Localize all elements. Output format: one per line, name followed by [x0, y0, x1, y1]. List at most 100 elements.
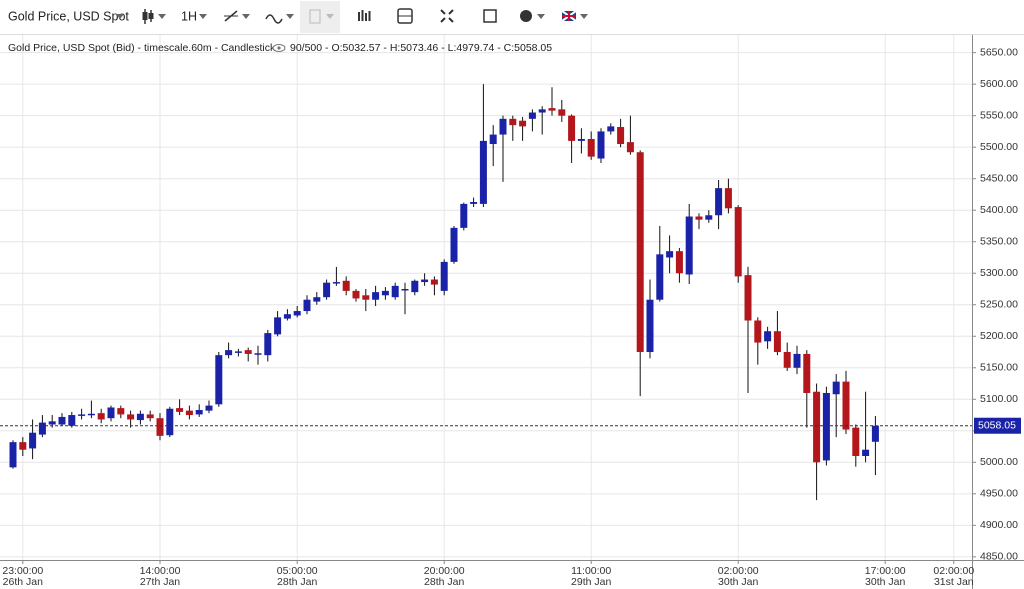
candle-body [58, 416, 66, 425]
dropdown-caret [580, 14, 588, 19]
candle-body [303, 299, 311, 312]
candle-body [617, 127, 625, 145]
candle-body [715, 188, 723, 216]
candle-body [842, 381, 850, 430]
candle-body [509, 118, 517, 126]
candle-body [470, 202, 478, 204]
last-price-label: 5058.05 [978, 420, 1016, 432]
icon-part [309, 9, 321, 24]
candle-body [773, 331, 781, 353]
candle-body [430, 279, 438, 285]
icon-part [361, 10, 364, 21]
candle-body [607, 126, 615, 132]
visibility-icon[interactable] [272, 44, 286, 52]
candle-body [127, 414, 135, 420]
candle-body [695, 216, 703, 220]
icon-part [277, 46, 281, 50]
candle-body [68, 415, 76, 426]
last-price-tag [974, 417, 1021, 434]
volume-button[interactable] [358, 10, 371, 21]
grid [0, 35, 972, 560]
candle-body [195, 410, 203, 415]
icon-part [365, 13, 367, 21]
candle-body [538, 109, 546, 113]
x-tick-label: 02:00:00 [718, 565, 759, 577]
candle-body [185, 410, 193, 416]
candle-body [136, 413, 144, 421]
y-tick-label: 5350.00 [980, 236, 1018, 248]
x-tick-date: 26th Jan [3, 576, 43, 588]
y-tick-label: 5500.00 [980, 141, 1018, 153]
candle-body [38, 422, 46, 435]
candle-body [156, 418, 164, 436]
x-tick-date: 28th Jan [277, 576, 317, 588]
zoom-fit-button[interactable] [483, 9, 497, 23]
candle-body [636, 152, 644, 353]
candle-body [9, 442, 17, 468]
interval-selector[interactable]: 1H [181, 9, 197, 23]
candle-body [764, 331, 772, 342]
candle-body [666, 251, 674, 258]
toolbar-bg [0, 0, 1024, 34]
dropdown-caret[interactable] [199, 14, 207, 19]
candle-body [283, 314, 291, 319]
candle-body [558, 109, 566, 116]
toolbar: Gold Price, USD Spot 1H [0, 0, 1024, 35]
x-tick-label: 14:00:00 [140, 565, 181, 577]
candle-body [166, 408, 174, 436]
chart-subtitle: Gold Price, USD Spot (Bid) - timescale.6… [8, 42, 276, 54]
candle-body [793, 353, 801, 368]
candle-body [176, 408, 184, 412]
icon-part [483, 9, 497, 23]
candle-body [871, 425, 879, 442]
x-tick-label: 23:00:00 [2, 565, 43, 577]
x-tick-label: 20:00:00 [424, 565, 465, 577]
candle-body [411, 280, 419, 293]
y-tick-label: 5400.00 [980, 204, 1018, 216]
draw-line-button[interactable] [224, 10, 250, 22]
candle-body [597, 131, 605, 159]
ohlc-status: 90/500 - O:5032.57 - H:5073.46 - L:4979.… [290, 42, 552, 54]
y-tick-label: 5600.00 [980, 78, 1018, 90]
fullscreen-button[interactable] [440, 9, 454, 23]
dropdown-caret[interactable] [116, 14, 124, 19]
theme-button[interactable] [520, 10, 545, 22]
candle-body [29, 432, 37, 449]
candle-body [440, 261, 448, 291]
dropdown-caret [242, 14, 250, 19]
candle-body [244, 350, 252, 354]
candle-body [332, 282, 340, 284]
candle-body [401, 288, 409, 291]
candle-body [48, 421, 56, 425]
candle-body [577, 138, 585, 141]
instrument-selector[interactable]: Gold Price, USD Spot [8, 9, 129, 23]
candle-body [313, 297, 321, 302]
x-tick-label: 05:00:00 [277, 565, 318, 577]
candle-body [675, 251, 683, 274]
candle-body [87, 413, 95, 416]
candle-body [205, 405, 213, 411]
crosshair-button[interactable] [397, 8, 413, 24]
candle-body [215, 355, 223, 405]
candle-body [362, 295, 370, 300]
candle-body [264, 333, 272, 356]
chart-type-button[interactable] [142, 9, 167, 24]
x-tick-label: 17:00:00 [865, 565, 906, 577]
candle-body [783, 352, 791, 368]
candle-body [734, 207, 742, 277]
candle-body [381, 290, 389, 296]
candle-body [352, 290, 360, 299]
indicator-button[interactable] [265, 14, 294, 24]
candle-body [323, 282, 331, 298]
candle-body [656, 254, 664, 300]
candle-body [97, 413, 105, 420]
icon-part [265, 14, 283, 24]
candle-body [724, 188, 732, 209]
icon-part [272, 44, 286, 52]
candle-body [705, 215, 713, 220]
candle-body [460, 203, 468, 228]
language-button[interactable] [561, 10, 588, 22]
y-tick-label: 5300.00 [980, 267, 1018, 279]
icon-part [142, 12, 148, 20]
icon-part [368, 11, 371, 21]
